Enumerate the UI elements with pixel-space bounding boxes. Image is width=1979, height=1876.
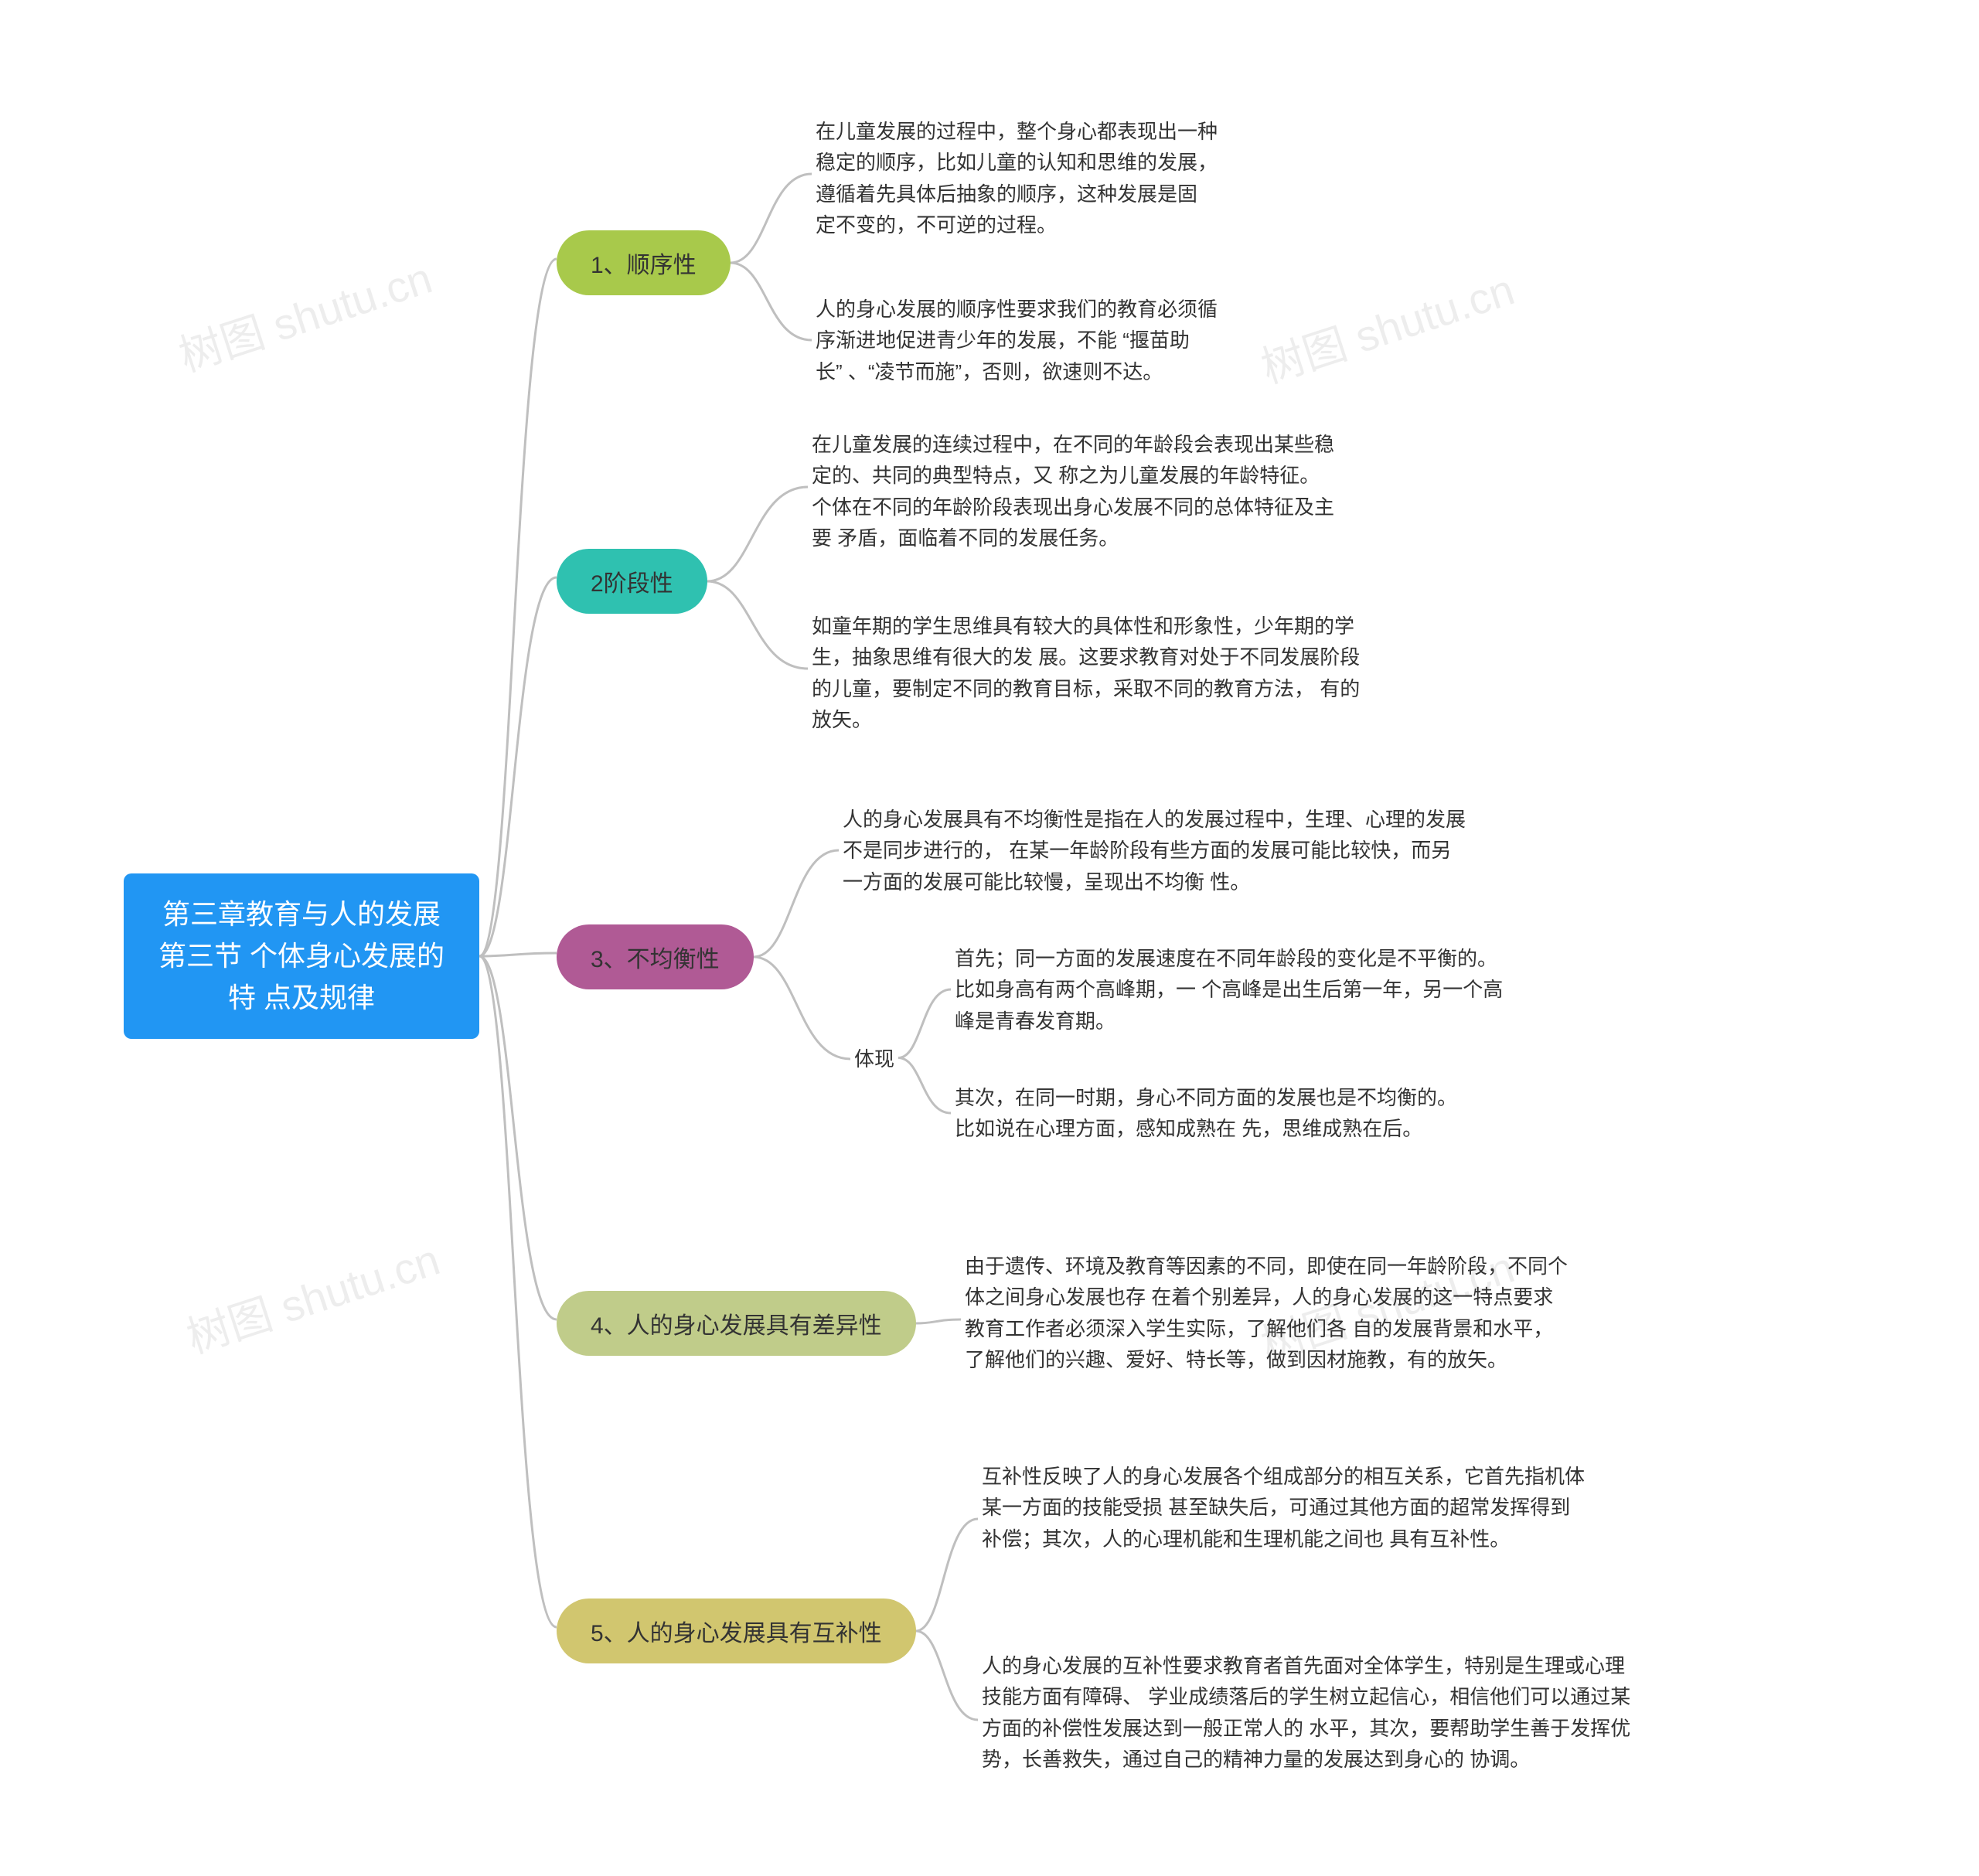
branch-node-1: 1、顺序性 xyxy=(557,230,731,295)
leaf-1-1: 在儿童发展的过程中，整个身心都表现出一种 稳定的顺序，比如儿童的认知和思维的发展… xyxy=(816,116,1341,240)
leaf-4-1: 由于遗传、环境及教育等因素的不同，即使在同一年龄阶段，不同个 体之间身心发展也存… xyxy=(965,1251,1645,1375)
leaf-2-1: 在儿童发展的连续过程中，在不同的年龄段会表现出某些稳 定的、共同的典型特点，又 … xyxy=(812,429,1438,553)
mindmap-root: 第三章教育与人的发展 第三节 个体身心发展的特 点及规律 xyxy=(124,873,479,1039)
branch-node-2: 2阶段性 xyxy=(557,549,707,614)
branch-node-5: 5、人的身心发展具有互补性 xyxy=(557,1599,916,1663)
watermark: 树图 shutu.cn xyxy=(170,243,439,384)
leaf-1-2: 人的身心发展的顺序性要求我们的教育必须循 序渐进地促进青少年的发展，不能 “揠苗… xyxy=(816,294,1357,387)
branch-node-4: 4、人的身心发展具有差异性 xyxy=(557,1291,916,1356)
watermark: 树图 shutu.cn xyxy=(178,1225,447,1366)
sub-node-3: 体现 xyxy=(854,1044,894,1072)
subleaf-3-1: 首先；同一方面的发展速度在不同年龄段的变化是不平衡的。 比如身高有两个高峰期，一… xyxy=(955,943,1550,1037)
subleaf-3-2: 其次，在同一时期，身心不同方面的发展也是不均衡的。 比如说在心理方面，感知成熟在… xyxy=(955,1082,1550,1145)
branch-node-3: 3、不均衡性 xyxy=(557,924,754,989)
leaf-3-1: 人的身心发展具有不均衡性是指在人的发展过程中，生理、心理的发展 不是同步进行的，… xyxy=(843,804,1531,897)
leaf-5-2: 人的身心发展的互补性要求教育者首先面对全体学生，特别是生理或心理 技能方面有障碍… xyxy=(982,1650,1693,1775)
leaf-2-2: 如童年期的学生思维具有较大的具体性和形象性，少年期的学 生，抽象思维有很大的发 … xyxy=(812,611,1438,735)
leaf-5-1: 互补性反映了人的身心发展各个组成部分的相互关系，它首先指机体 某一方面的技能受损… xyxy=(982,1461,1678,1554)
